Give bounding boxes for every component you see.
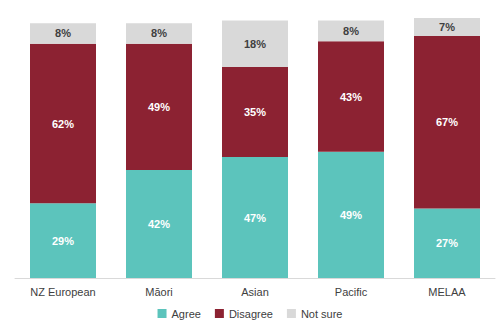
svg-text:Pacific: Pacific [335, 286, 368, 298]
svg-text:MELAA: MELAA [428, 286, 466, 298]
svg-text:18%: 18% [244, 38, 266, 50]
svg-text:Asian: Asian [241, 286, 269, 298]
svg-text:62%: 62% [52, 118, 74, 130]
svg-text:67%: 67% [436, 116, 458, 128]
svg-text:Not sure: Not sure [301, 308, 343, 320]
svg-text:49%: 49% [340, 209, 362, 221]
svg-text:43%: 43% [340, 91, 362, 103]
svg-text:7%: 7% [439, 21, 455, 33]
svg-text:49%: 49% [148, 101, 170, 113]
svg-text:8%: 8% [55, 27, 71, 39]
svg-text:Agree: Agree [172, 308, 201, 320]
svg-text:NZ European: NZ European [30, 286, 95, 298]
svg-text:42%: 42% [148, 218, 170, 230]
svg-text:Māori: Māori [145, 286, 173, 298]
svg-text:35%: 35% [244, 106, 266, 118]
svg-text:Disagree: Disagree [229, 308, 273, 320]
svg-text:29%: 29% [52, 235, 74, 247]
svg-text:8%: 8% [151, 27, 167, 39]
svg-text:8%: 8% [343, 25, 359, 37]
svg-text:47%: 47% [244, 212, 266, 224]
svg-text:27%: 27% [436, 237, 458, 249]
